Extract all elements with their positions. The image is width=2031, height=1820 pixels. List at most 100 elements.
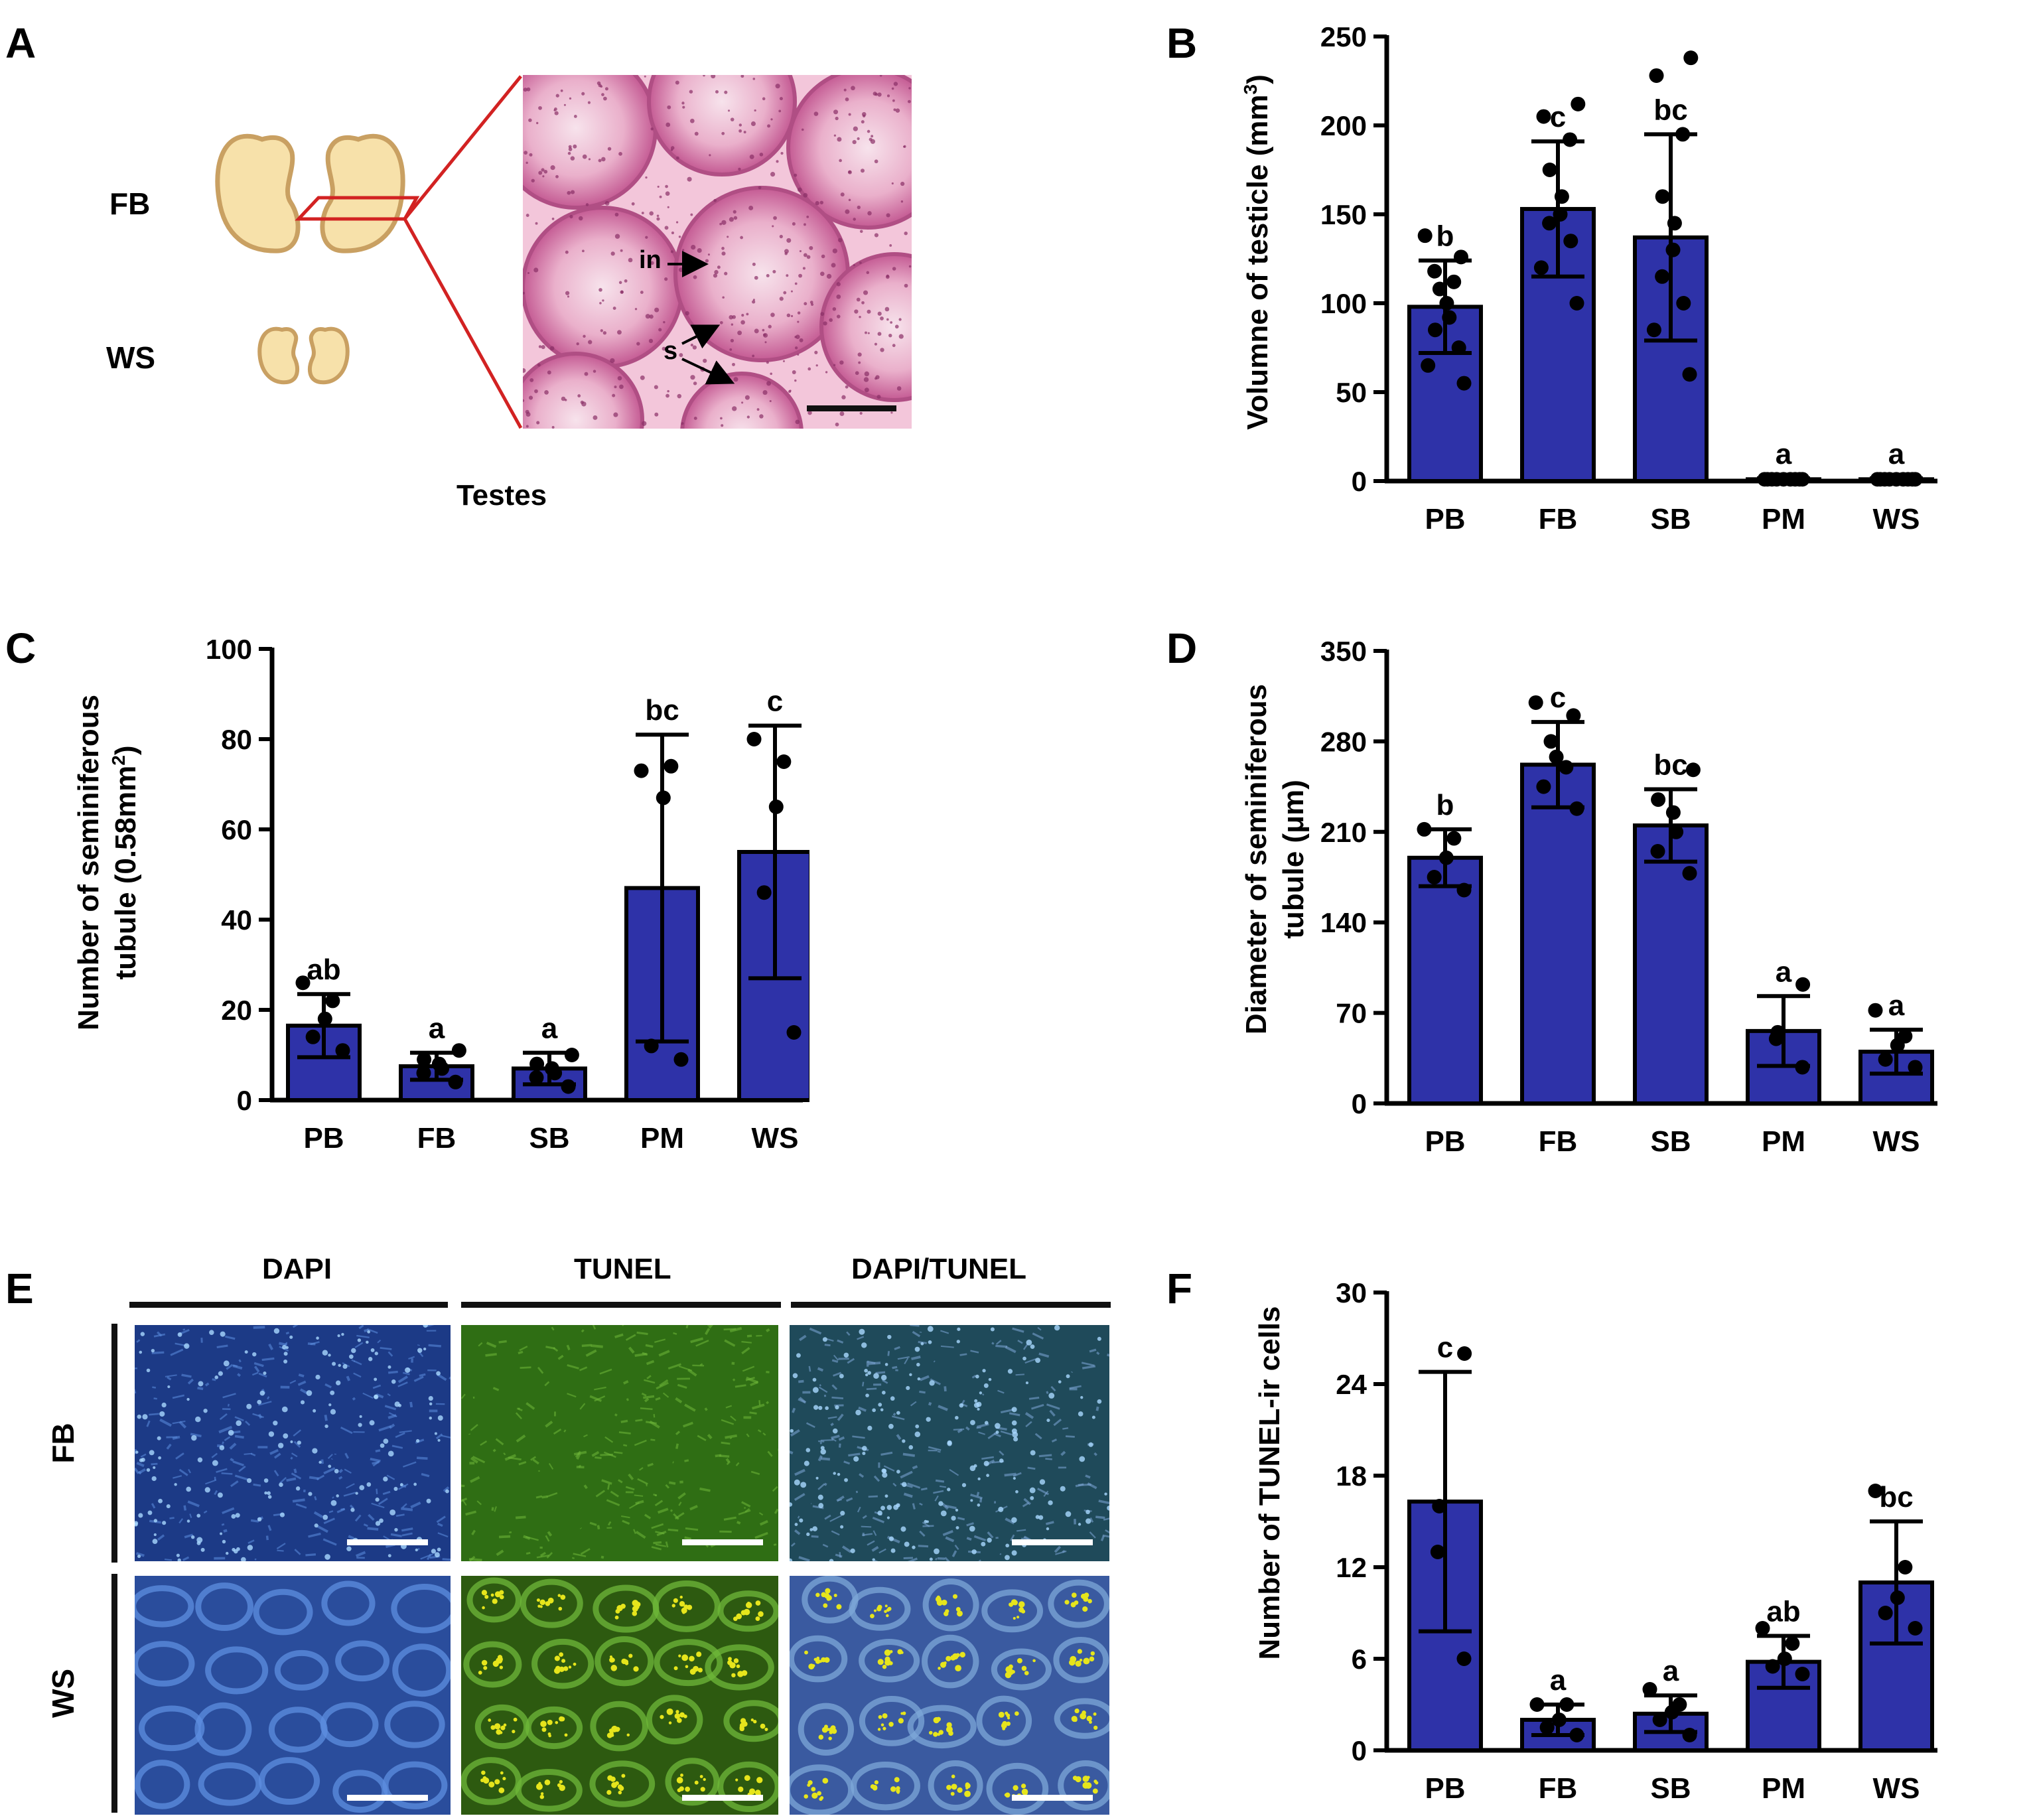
tunel-positive-cell — [1093, 1725, 1098, 1730]
tunel-positive-cell — [1090, 1651, 1095, 1656]
he-nucleus — [853, 126, 858, 131]
nucleus — [166, 1504, 171, 1509]
he-nucleus — [691, 244, 696, 250]
data-point — [1667, 216, 1682, 231]
nucleus — [308, 1492, 313, 1496]
category-label: WS — [752, 1122, 799, 1155]
tissue-strand — [1098, 1500, 1109, 1505]
tunel-positive-cell — [490, 1593, 494, 1597]
tunel-positive-cell — [679, 1712, 685, 1718]
tissue-strand — [653, 1541, 662, 1545]
tissue-strand — [820, 1457, 831, 1461]
tissue-strand — [166, 1443, 172, 1450]
he-nucleus — [525, 214, 529, 218]
tissue-strand — [140, 1453, 147, 1458]
nucleus — [805, 1448, 811, 1452]
data-point — [1785, 1636, 1800, 1651]
tunel-positive-cell — [902, 1711, 906, 1715]
tissue-strand — [945, 1536, 955, 1543]
tissue-strand — [371, 1502, 385, 1509]
tissue-strand — [1045, 1521, 1054, 1525]
he-nucleus — [738, 123, 742, 127]
nucleus — [174, 1483, 177, 1486]
category-label: WS — [1873, 1125, 1920, 1158]
tunel-positive-cell — [758, 1611, 764, 1617]
he-nucleus — [721, 131, 725, 135]
nucleus — [983, 1383, 989, 1388]
nucleus — [330, 1390, 335, 1395]
tunel-positive-cell — [1089, 1720, 1092, 1724]
nucleus — [880, 1375, 887, 1381]
tissue-strand — [496, 1549, 504, 1557]
he-nucleus — [619, 384, 624, 389]
tissue-strand — [253, 1483, 261, 1487]
tissue-strand — [178, 1421, 187, 1429]
testis-ws-left — [257, 326, 300, 385]
nucleus — [792, 1373, 798, 1379]
nucleus — [817, 1494, 823, 1500]
nucleus — [916, 1362, 920, 1367]
tissue-strand — [607, 1521, 612, 1526]
tubule-outline — [717, 1761, 778, 1813]
data-point — [529, 1056, 545, 1072]
tunel-positive-cell — [946, 1722, 952, 1728]
category-label: PB — [1425, 1125, 1465, 1158]
tissue-strand — [1062, 1549, 1066, 1553]
tissue-strand — [442, 1558, 451, 1561]
he-nucleus — [544, 390, 549, 395]
he-nucleus — [587, 101, 591, 104]
nucleus — [247, 1478, 252, 1484]
nucleus — [813, 1405, 819, 1410]
he-nucleus — [523, 291, 525, 295]
tunel-positive-cell — [1087, 1598, 1092, 1604]
he-nucleus — [724, 90, 728, 94]
he-nucleus — [618, 152, 622, 156]
tunel-positive-cell — [951, 1774, 955, 1779]
he-nucleus — [560, 89, 563, 92]
col-rule — [129, 1302, 448, 1308]
tubule-outline — [463, 1641, 522, 1688]
tissue-strand — [633, 1529, 636, 1535]
tissue-strand — [494, 1506, 497, 1512]
nucleus — [815, 1476, 819, 1480]
he-nucleus — [770, 172, 776, 177]
he-nucleus — [689, 118, 695, 123]
he-nucleus — [649, 315, 654, 319]
he-nucleus — [893, 82, 898, 86]
tissue-strand — [942, 1529, 953, 1537]
nucleus — [244, 1350, 248, 1354]
tissue-strand — [978, 1431, 985, 1435]
nucleus — [197, 1457, 203, 1462]
tunel-positive-cell — [946, 1784, 951, 1790]
tissue-strand — [940, 1485, 947, 1488]
nucleus — [1035, 1358, 1041, 1364]
tissue-strand — [644, 1513, 652, 1519]
he-nucleus — [802, 267, 805, 270]
he-nucleus — [792, 370, 796, 374]
tissue-strand — [721, 1441, 731, 1445]
y-axis-label-sup: 2 — [108, 755, 129, 766]
tissue-strand — [741, 1347, 750, 1355]
data-point — [1427, 870, 1442, 884]
nucleus — [896, 1470, 900, 1474]
nucleus — [437, 1415, 443, 1421]
tissue-strand — [790, 1429, 800, 1437]
he-nucleus — [821, 254, 825, 259]
nucleus — [1011, 1550, 1017, 1556]
tubule-outline — [976, 1695, 1032, 1746]
he-nucleus — [576, 342, 579, 346]
tissue-strand — [873, 1530, 877, 1536]
tunel-positive-cell — [965, 1782, 970, 1787]
tissue-strand — [401, 1507, 413, 1511]
significance-label: c — [767, 685, 783, 718]
tissue-strand — [175, 1452, 184, 1460]
he-nucleus — [749, 154, 754, 159]
y-tick-label: 20 — [221, 995, 252, 1026]
nucleus — [191, 1535, 195, 1539]
nucleus — [1091, 1415, 1095, 1419]
tunel-positive-cell — [1021, 1788, 1028, 1795]
tissue-strand — [837, 1339, 844, 1344]
tissue-strand — [878, 1548, 886, 1554]
tissue-strand — [322, 1538, 337, 1546]
tissue-strand — [230, 1480, 239, 1488]
